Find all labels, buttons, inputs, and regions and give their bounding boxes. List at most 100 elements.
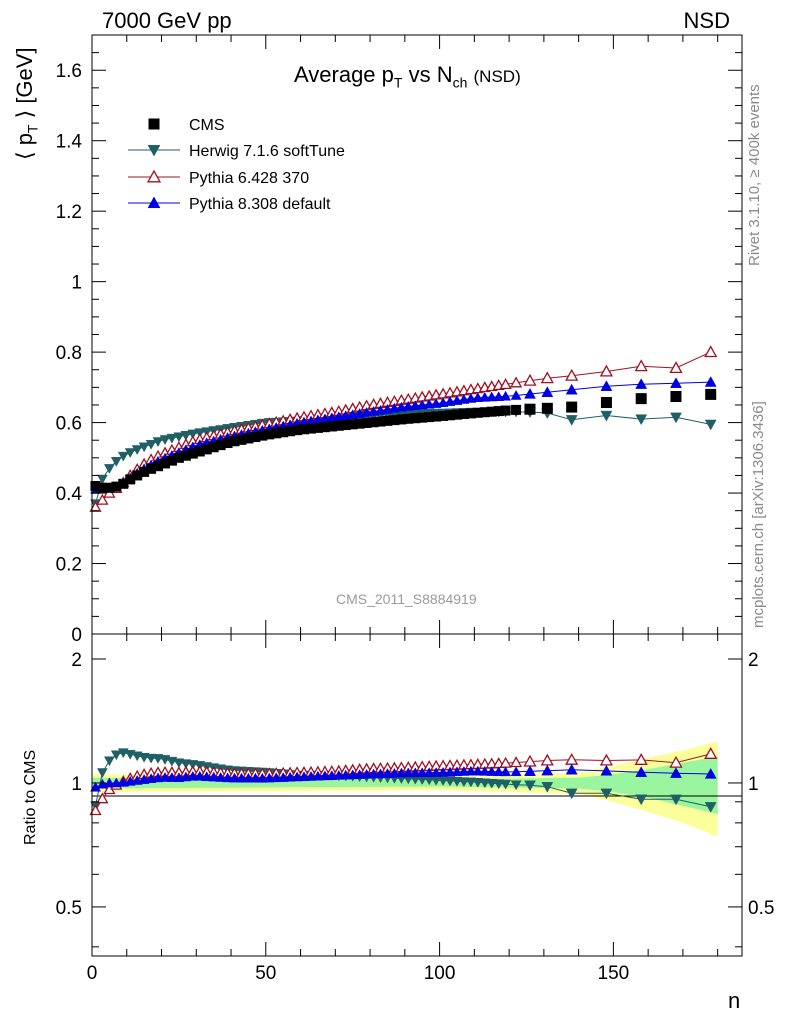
ratio-point — [340, 769, 352, 780]
ratio-point — [423, 767, 435, 777]
data-point — [187, 448, 198, 459]
ratio-point — [89, 804, 102, 816]
legend: CMS Herwig 7.1.6 softTune Pythia 6.428 370… — [128, 117, 345, 213]
legend-item-herwig-7-1-6-softtune: Herwig 7.1.6 softTune — [128, 143, 345, 160]
data-point — [90, 481, 101, 492]
ratio-point — [465, 765, 477, 776]
ratio-point — [103, 756, 115, 767]
data-point — [669, 361, 683, 374]
ratio-point — [635, 794, 648, 806]
ratio-point — [305, 770, 317, 781]
data-point — [524, 403, 536, 415]
data-point — [524, 387, 536, 399]
ratio-point — [479, 765, 491, 776]
data-point — [565, 415, 578, 426]
data-point — [145, 439, 157, 450]
data-point — [417, 412, 428, 423]
data-point — [403, 413, 414, 424]
ratio-point — [368, 768, 380, 779]
data-point — [705, 388, 717, 400]
title-sub-ch: ch — [452, 74, 468, 91]
ratio-point — [236, 772, 247, 783]
ylabel-sub: T — [24, 124, 41, 134]
data-point — [166, 455, 177, 466]
tick-label: 0.5 — [56, 898, 82, 919]
tick-label: 50 — [255, 963, 276, 984]
data-point — [110, 457, 122, 467]
ratio-point — [524, 765, 536, 776]
data-point — [89, 500, 102, 512]
data-point — [500, 390, 512, 401]
ratio-point — [145, 753, 157, 764]
y-axis-label-main: ⟨ pT ⟩ [GeV] — [12, 47, 40, 160]
ratio-point — [326, 770, 338, 780]
tick-label: 0.6 — [56, 414, 82, 435]
ratio-point — [194, 770, 206, 781]
data-point — [704, 345, 718, 358]
data-point — [180, 450, 191, 461]
ratio-point — [382, 768, 393, 778]
data-point — [124, 448, 136, 459]
data-point — [486, 406, 497, 417]
data-point — [152, 437, 164, 448]
tick-label: 1 — [71, 774, 82, 795]
ratio-point — [409, 767, 421, 778]
data-point — [486, 391, 498, 402]
ratio-point — [277, 772, 289, 782]
ratio-point — [96, 792, 109, 804]
data-point — [382, 415, 393, 426]
data-point — [540, 371, 554, 384]
ratio-point — [486, 766, 498, 776]
ratio-point — [500, 779, 512, 790]
data-point — [347, 419, 358, 430]
data-point — [402, 400, 414, 411]
data-point — [118, 478, 129, 489]
legend-item-pythia-6-428-370: Pythia 6.428 370 — [128, 169, 309, 187]
data-point — [465, 408, 476, 419]
data-point — [257, 430, 268, 441]
series-pythia-6-428-370 — [89, 345, 718, 512]
x-axis-label: n — [728, 988, 741, 1013]
data-point — [103, 464, 115, 474]
data-point — [96, 474, 108, 485]
ratio-point — [524, 780, 536, 792]
ratio-point — [402, 767, 414, 778]
data-point — [670, 412, 682, 424]
data-point — [566, 401, 578, 413]
ratio-point — [319, 770, 331, 781]
ratio-point — [110, 777, 122, 788]
data-point — [565, 368, 579, 381]
data-point — [396, 414, 407, 425]
ratio-point — [472, 778, 484, 788]
ratio-point — [444, 766, 456, 777]
ratio-point — [479, 778, 491, 789]
ratio-point — [152, 772, 164, 783]
ratio-point — [395, 767, 407, 778]
data-point — [194, 446, 205, 457]
data-point — [104, 482, 115, 493]
ratio-point — [291, 771, 303, 782]
axis-ticks — [91, 34, 742, 956]
ratio-point — [565, 763, 578, 775]
ratio-point — [704, 747, 718, 759]
legend-marker — [148, 118, 160, 130]
chart-title: Average pT vs Nch (NSD) — [294, 62, 521, 90]
data-point — [285, 426, 296, 437]
ratio-point — [472, 765, 484, 776]
data-point — [139, 466, 150, 477]
ratio-point — [263, 772, 275, 783]
data-point — [635, 414, 648, 426]
title-sub-t: T — [393, 74, 403, 91]
ratio-point — [635, 766, 648, 777]
ratio-point — [600, 764, 613, 776]
uncertainty-bands — [92, 741, 718, 837]
tick-label: 1.2 — [56, 202, 82, 223]
data-point — [166, 433, 178, 444]
ratio-point — [669, 755, 683, 768]
ratio-point — [500, 766, 512, 777]
ratio-point — [159, 771, 171, 782]
ratio-point — [110, 750, 122, 761]
ratio-series-pythia-8-308-default — [90, 763, 717, 792]
ratio-point — [486, 778, 498, 789]
